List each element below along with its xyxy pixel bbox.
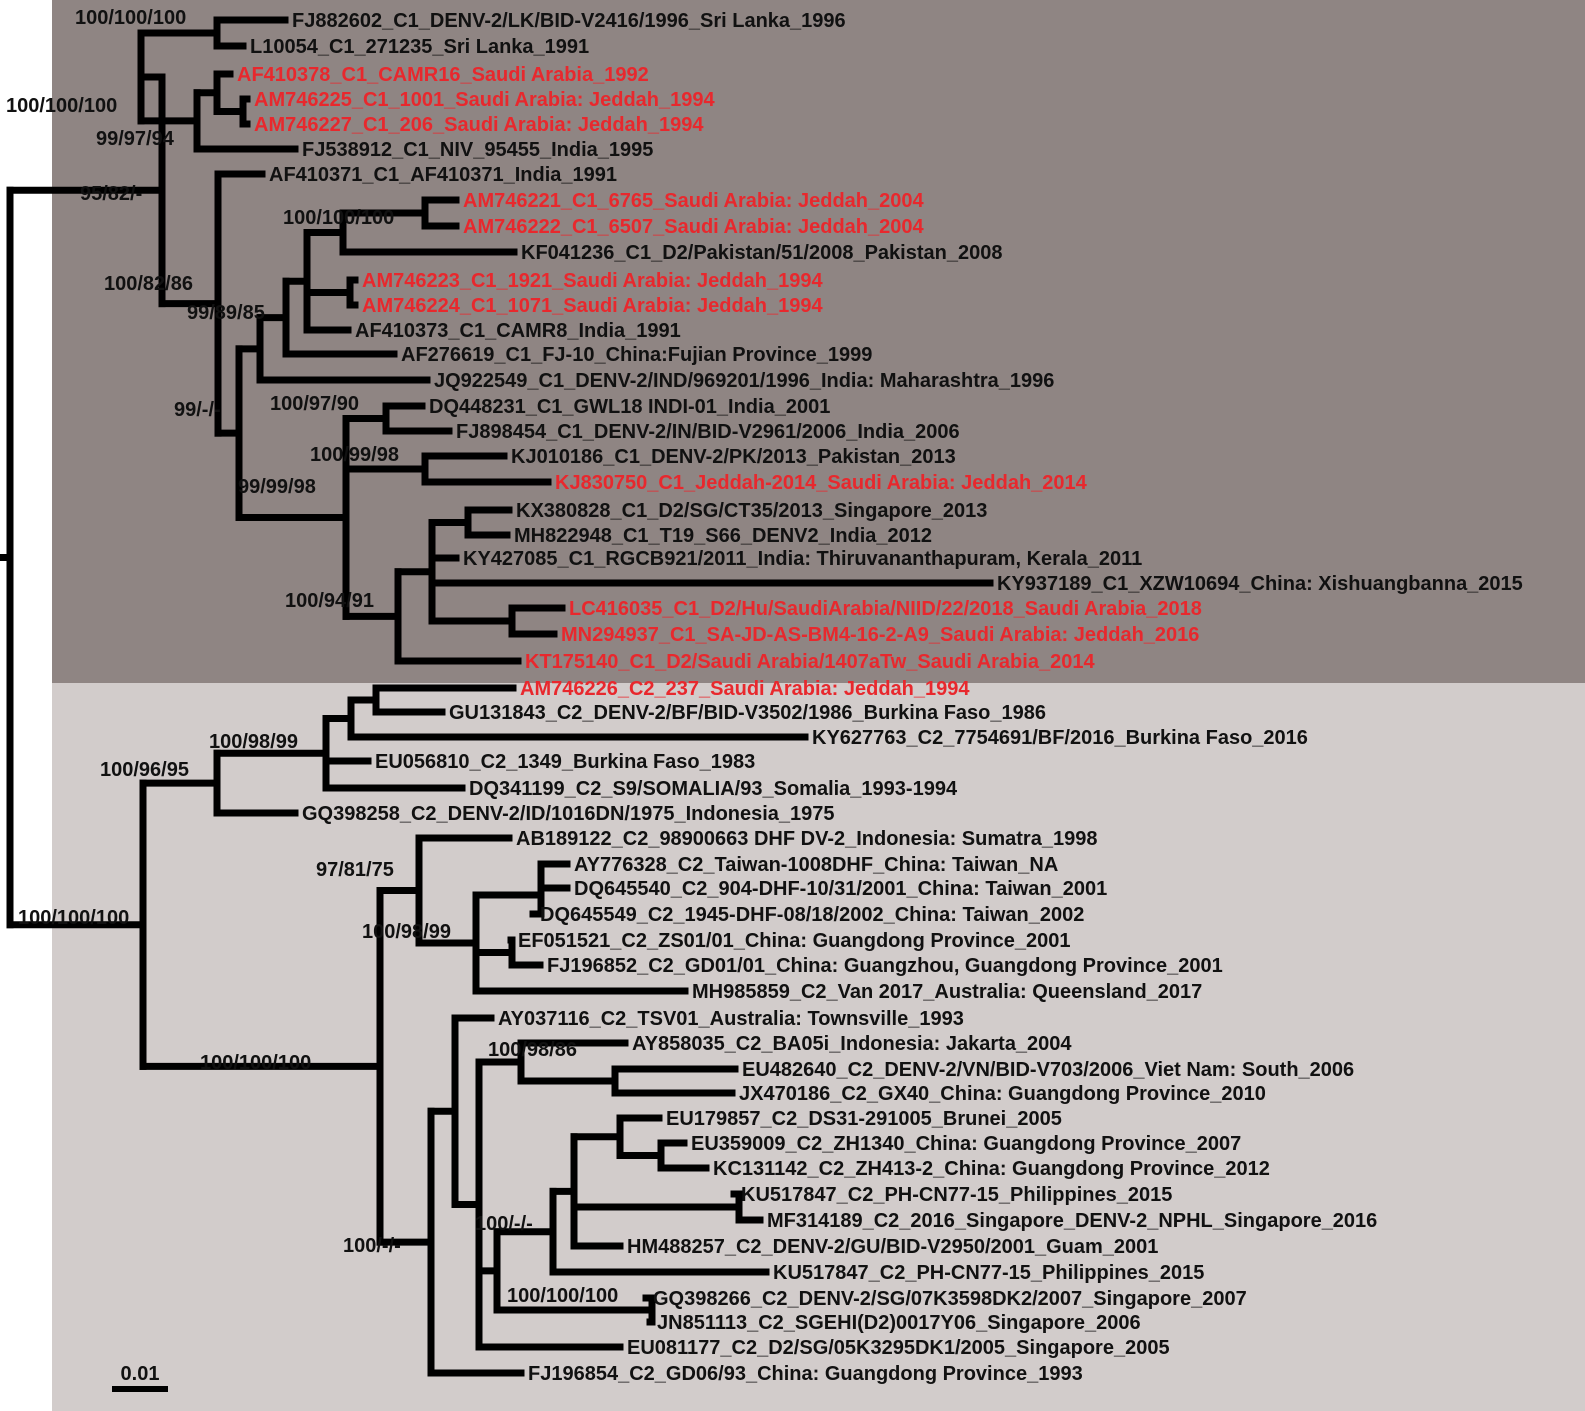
taxon-label: EU056810_C2_1349_Burkina Faso_1983	[375, 751, 755, 773]
taxon-label: AM746226_C2_237_Saudi Arabia: Jeddah_199…	[520, 678, 970, 700]
taxon-label: AM746223_C1_1921_Saudi Arabia: Jeddah_19…	[362, 270, 824, 292]
taxon-label: L10054_C1_271235_Sri Lanka_1991	[250, 36, 589, 58]
support-value: 97/81/75	[316, 859, 394, 881]
taxon-label: MF314189_C2_2016_Singapore_DENV-2_NPHL_S…	[767, 1210, 1377, 1232]
taxon-label: EU081177_C2_D2/SG/05K3295DK1/2005_Singap…	[627, 1337, 1170, 1359]
taxon-label: FJ882602_C1_DENV-2/LK/BID-V2416/1996_Sri…	[292, 10, 846, 32]
taxon-label: AB189122_C2_98900663 DHF DV-2_Indonesia:…	[516, 828, 1097, 850]
support-value: 99/99/98	[238, 476, 316, 498]
taxon-label: AM746227_C1_206_Saudi Arabia: Jeddah_199…	[254, 114, 704, 136]
support-value: 100/98/99	[209, 731, 298, 753]
support-value: 100/-/-	[475, 1213, 533, 1235]
scale-bar: 0.01	[112, 1363, 168, 1392]
taxon-label: KT175140_C1_D2/Saudi Arabia/1407aTw_Saud…	[525, 651, 1095, 673]
taxon-label: DQ645549_C2_1945-DHF-08/18/2002_China: T…	[540, 904, 1084, 926]
taxon-label: FJ538912_C1_NIV_95455_India_1995	[302, 139, 653, 161]
support-value: 100/99/98	[310, 444, 399, 466]
support-value: 95/82/-	[80, 183, 142, 205]
support-value: 99/-/-	[174, 399, 221, 421]
taxon-label: GQ398258_C2_DENV-2/ID/1016DN/1975_Indone…	[302, 803, 835, 825]
support-value: 100/82/86	[104, 273, 193, 295]
taxon-label: EU179857_C2_DS31-291005_Brunei_2005	[666, 1108, 1062, 1130]
taxon-label: LC416035_C1_D2/Hu/SaudiArabia/NIID/22/20…	[569, 598, 1202, 620]
tip-labels: FJ882602_C1_DENV-2/LK/BID-V2416/1996_Sri…	[237, 10, 1523, 1385]
taxon-label: KJ830750_C1_Jeddah-2014_Saudi Arabia: Je…	[555, 472, 1088, 494]
taxon-label: EF051521_C2_ZS01/01_China: Guangdong Pro…	[518, 930, 1070, 952]
taxon-label: JN851113_C2_SGEHI(D2)0017Y06_Singapore_2…	[657, 1312, 1141, 1334]
taxon-label: AF410373_C1_CAMR8_India_1991	[355, 320, 681, 342]
support-value: 100/94/91	[285, 590, 374, 612]
taxon-label: EU359009_C2_ZH1340_China: Guangdong Prov…	[691, 1133, 1241, 1155]
taxon-label: AF410371_C1_AF410371_India_1991	[269, 164, 617, 186]
clade-2-background	[52, 683, 1585, 1411]
clade-1-background	[52, 0, 1585, 683]
taxon-label: DQ448231_C1_GWL18 INDI-01_India_2001	[429, 396, 830, 418]
taxon-label: MN294937_C1_SA-JD-AS-BM4-16-2-A9_Saudi A…	[561, 624, 1199, 646]
taxon-label: DQ645540_C2_904-DHF-10/31/2001_China: Ta…	[574, 878, 1107, 900]
taxon-label: KY427085_C1_RGCB921/2011_India: Thiruvan…	[463, 548, 1142, 570]
support-value: 100/100/100	[283, 207, 394, 229]
taxon-label: MH985859_C2_Van 2017_Australia: Queensla…	[692, 981, 1202, 1003]
taxon-label: KY627763_C2_7754691/BF/2016_Burkina Faso…	[812, 727, 1308, 749]
taxon-label: DQ341199_C2_S9/SOMALIA/93_Somalia_1993-1…	[469, 778, 958, 800]
support-value: 99/97/94	[96, 128, 175, 150]
taxon-label: AY037116_C2_TSV01_Australia: Townsville_…	[498, 1008, 964, 1030]
taxon-label: JQ922549_C1_DENV-2/IND/969201/1996_India…	[434, 370, 1054, 392]
taxon-label: AM746221_C1_6765_Saudi Arabia: Jeddah_20…	[463, 190, 925, 212]
taxon-label: KU517847_C2_PH-CN77-15_Philippines_2015	[773, 1262, 1204, 1284]
taxon-label: JX470186_C2_GX40_China: Guangdong Provin…	[739, 1083, 1266, 1105]
tree-branches	[0, 16, 994, 1377]
support-value: 100/98/86	[488, 1039, 577, 1061]
taxon-label: AM746222_C1_6507_Saudi Arabia: Jeddah_20…	[463, 216, 925, 238]
taxon-label: GU131843_C2_DENV-2/BF/BID-V3502/1986_Bur…	[449, 702, 1046, 724]
taxon-label: KC131142_C2_ZH413-2_China: Guangdong Pro…	[713, 1158, 1270, 1180]
taxon-label: FJ196852_C2_GD01/01_China: Guangzhou, Gu…	[547, 955, 1223, 977]
support-value: 100/100/100	[75, 7, 186, 29]
taxon-label: KX380828_C1_D2/SG/CT35/2013_Singapore_20…	[516, 500, 987, 522]
taxon-label: AM746224_C1_1071_Saudi Arabia: Jeddah_19…	[362, 295, 824, 317]
taxon-label: EU482640_C2_DENV-2/VN/BID-V703/2006_Viet…	[742, 1059, 1354, 1081]
taxon-label: KF041236_C1_D2/Pakistan/51/2008_Pakistan…	[521, 242, 1002, 264]
support-value: 100/100/100	[6, 95, 117, 117]
support-labels: 100/100/100 100/100/100 99/97/94 95/82/- 100…	[6, 7, 618, 1307]
support-value: 100/96/95	[100, 759, 189, 781]
taxon-label: FJ898454_C1_DENV-2/IN/BID-V2961/2006_Ind…	[456, 421, 960, 443]
taxon-label: AY776328_C2_Taiwan-1008DHF_China: Taiwan…	[574, 854, 1058, 876]
taxon-label: KY937189_C1_XZW10694_China: Xishuangbann…	[997, 573, 1523, 595]
taxon-label: FJ196854_C2_GD06/93_China: Guangdong Pro…	[528, 1363, 1083, 1385]
taxon-label: AY858035_C2_BA05i_Indonesia: Jakarta_200…	[632, 1033, 1072, 1055]
support-value: 100/100/100	[200, 1052, 311, 1074]
support-value: 100/100/100	[18, 907, 129, 929]
taxon-label: AM746225_C1_1001_Saudi Arabia: Jeddah_19…	[254, 89, 716, 111]
taxon-label: MH822948_C1_T19_S66_DENV2_India_2012	[514, 525, 932, 547]
taxon-label: AF276619_C1_FJ-10_China:Fujian Province_…	[401, 344, 872, 366]
support-value: 99/89/85	[187, 302, 265, 324]
scale-bar-label: 0.01	[121, 1363, 160, 1385]
taxon-label: AF410378_C1_CAMR16_Saudi Arabia_1992	[237, 64, 649, 86]
taxon-label: HM488257_C2_DENV-2/GU/BID-V2950/2001_Gua…	[627, 1236, 1158, 1258]
support-value: 100/97/90	[270, 393, 359, 415]
taxon-label: KU517847_C2_PH-CN77-15_Philippines_2015	[741, 1184, 1172, 1206]
support-value: 100/100/100	[507, 1285, 618, 1307]
taxon-label: GQ398266_C2_DENV-2/SG/07K3598DK2/2007_Si…	[653, 1288, 1247, 1310]
taxon-label: KJ010186_C1_DENV-2/PK/2013_Pakistan_2013	[511, 446, 956, 468]
support-value: 100/98/99	[362, 921, 451, 943]
support-value: 100/-/-	[343, 1235, 401, 1257]
